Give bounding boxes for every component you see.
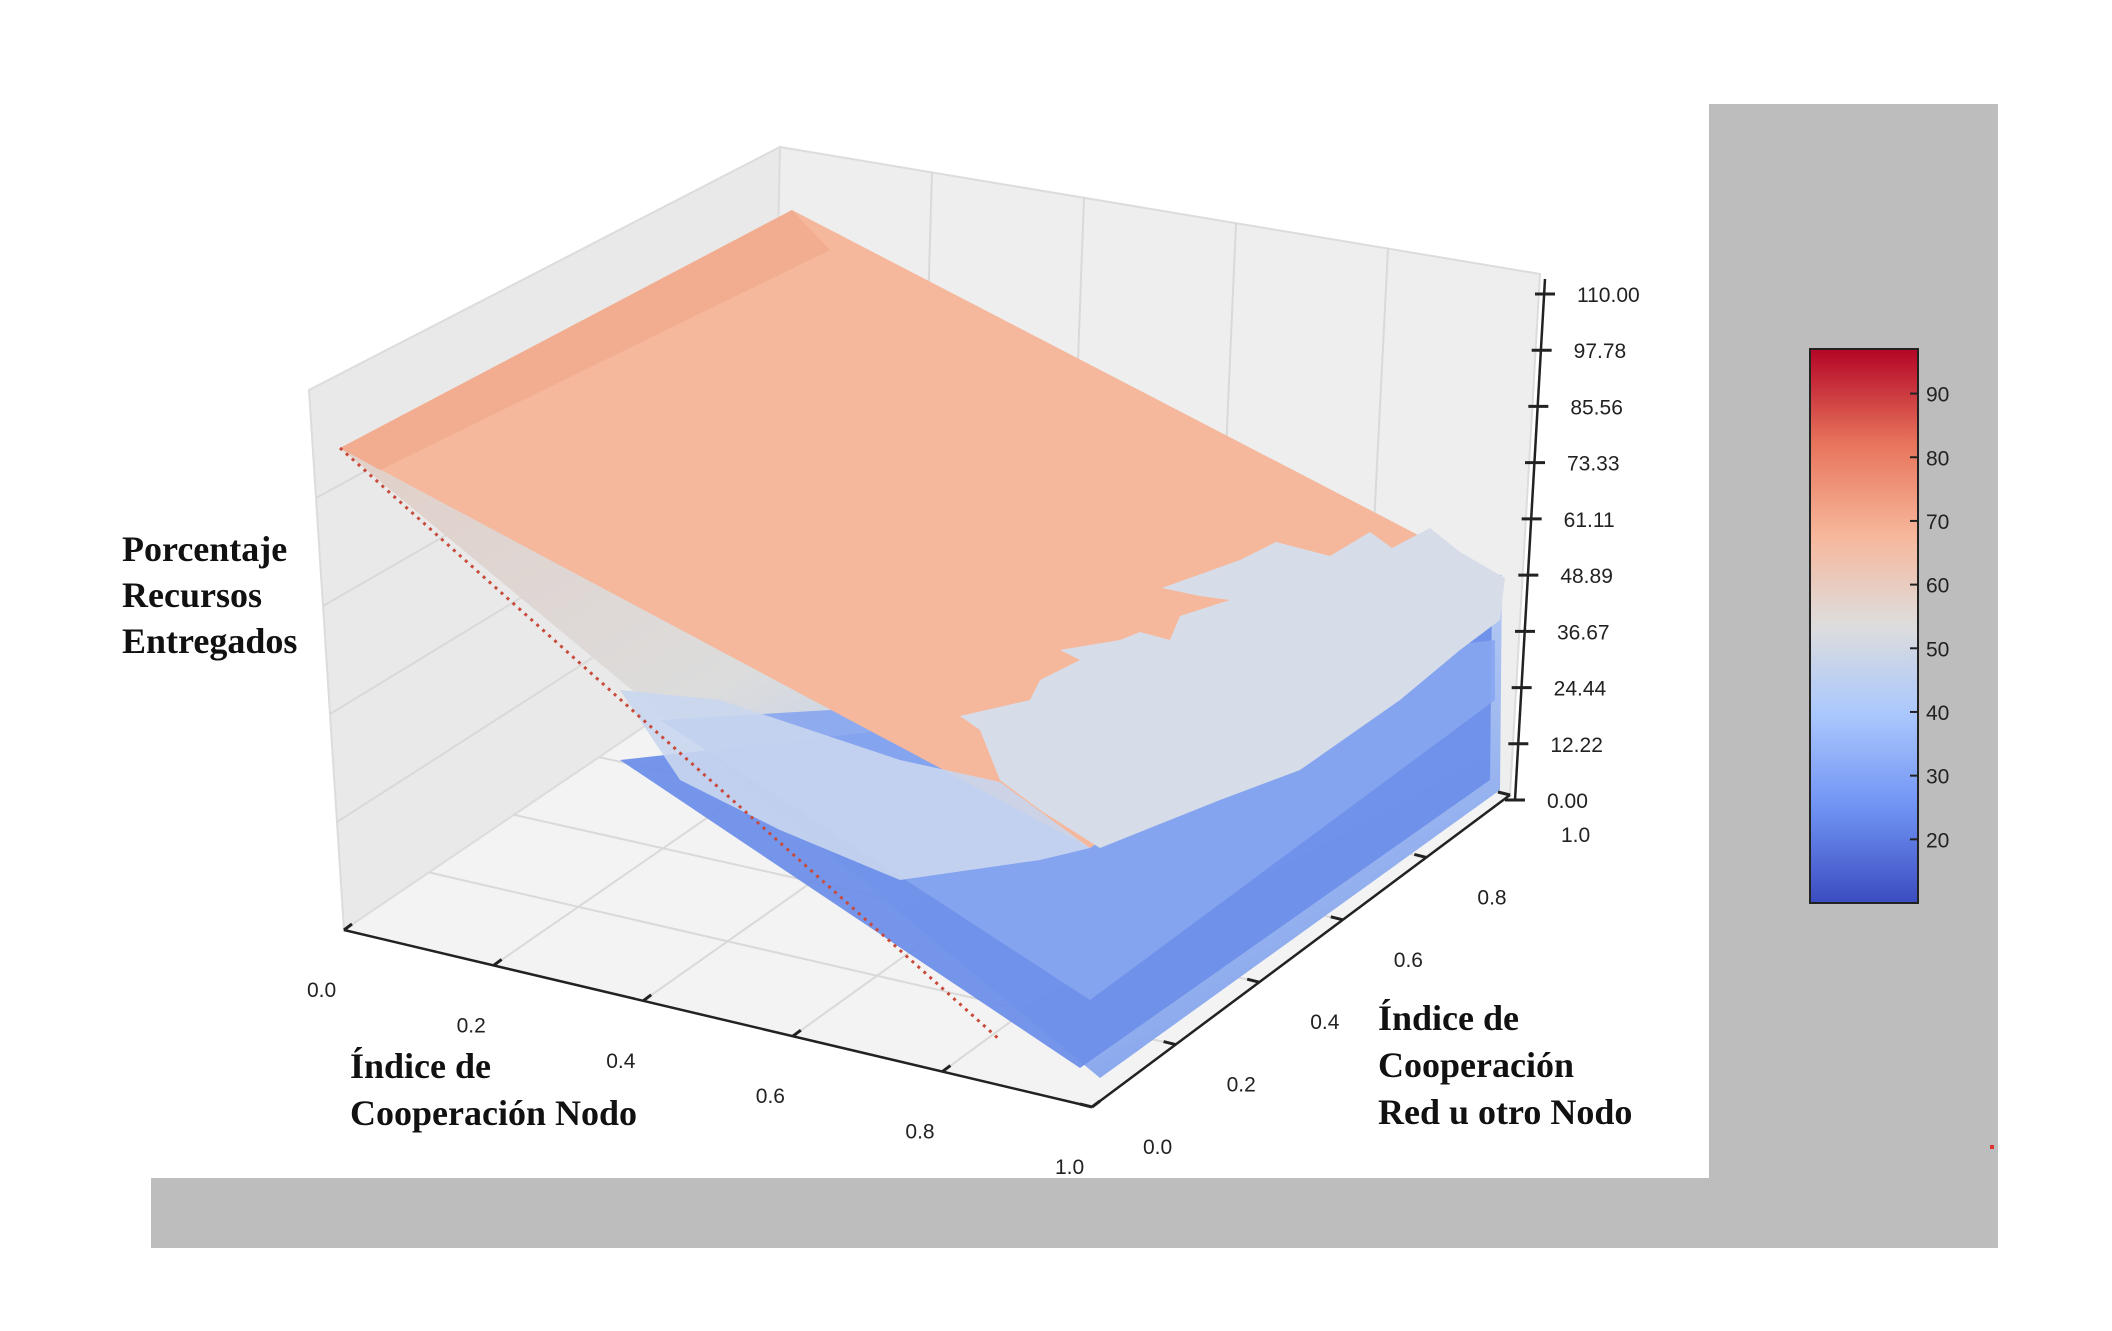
x-axis-title-line: Cooperación Nodo xyxy=(350,1093,637,1133)
y-tick-mark xyxy=(1497,790,1511,797)
y-axis-ticks: 0.0 0.2 0.4 0.6 0.8 1.0 xyxy=(1079,790,1590,1159)
colorbar-gradient xyxy=(1809,348,1919,904)
red-dot xyxy=(1990,1145,1994,1149)
y-tick-label: 1.0 xyxy=(1561,824,1590,847)
y-axis-title-line: Cooperación xyxy=(1378,1045,1574,1085)
colorbar: 20 30 40 50 60 70 80 90 xyxy=(1809,348,1949,904)
x-tick-label: 1.0 xyxy=(1055,1156,1084,1179)
colorbar-tick-label: 70 xyxy=(1926,511,1949,534)
x-tick-mark xyxy=(941,1064,952,1073)
y-axis-title-line: Red u otro Nodo xyxy=(1378,1092,1632,1132)
y-tick-label: 0.2 xyxy=(1227,1074,1256,1097)
y-tick-label: 0.6 xyxy=(1394,949,1423,972)
colorbar-tick-label: 40 xyxy=(1926,702,1949,725)
z-tick-label: 36.67 xyxy=(1557,621,1610,644)
z-tick-label: 73.33 xyxy=(1567,453,1620,476)
z-tick-label: 85.56 xyxy=(1570,396,1623,419)
z-axis-title-line: Recursos xyxy=(122,575,262,615)
x-axis-ticks: 0.0 0.2 0.4 0.6 0.8 1.0 xyxy=(307,922,1101,1179)
axis-lines xyxy=(343,278,1547,1109)
x-tick-label: 0.4 xyxy=(606,1050,636,1073)
x-tick-mark xyxy=(791,1028,802,1038)
x-tick-label: 0.8 xyxy=(905,1121,934,1144)
surface-top-highlight xyxy=(340,210,830,470)
colorbar-tick-label: 20 xyxy=(1926,829,1949,852)
colorbar-tick-label: 50 xyxy=(1926,638,1949,661)
x-tick-mark xyxy=(343,922,353,932)
y-tick-mark xyxy=(1330,915,1344,922)
z-tick-label: 0.00 xyxy=(1547,790,1588,813)
z-tick-label: 97.78 xyxy=(1574,340,1627,363)
y-tick-mark xyxy=(1414,852,1427,859)
z-tick-label: 24.44 xyxy=(1554,678,1607,701)
x-axis-title: Índice de Cooperación Nodo xyxy=(350,1046,637,1133)
colorbar-tick-label: 80 xyxy=(1926,447,1949,470)
x-tick-mark xyxy=(492,958,503,967)
z-tick-label: 61.11 xyxy=(1564,509,1615,532)
x-tick-label: 0.6 xyxy=(756,1085,785,1108)
z-axis-ticks: 0.00 12.22 24.44 36.67 48.89 61.11 73.33 85.56 9… xyxy=(1505,284,1640,813)
z-tick-label: 12.22 xyxy=(1550,734,1603,757)
colorbar-ticks: 20 30 40 50 60 70 80 90 xyxy=(1910,384,1949,852)
x-tick-label: 0.0 xyxy=(307,979,336,1002)
z-axis-title-line: Porcentaje xyxy=(122,529,287,569)
gray-band-bottom xyxy=(151,1178,1998,1248)
surface-light-region xyxy=(960,528,1505,848)
y-axis-line xyxy=(1091,793,1511,1109)
z-axis-title: Porcentaje Recursos Entregados xyxy=(122,529,297,661)
colorbar-tick-label: 60 xyxy=(1926,575,1949,598)
y-axis-title-line: Índice de xyxy=(1378,998,1519,1038)
z-tick-label: 110.00 xyxy=(1577,284,1640,307)
y-tick-label: 0.4 xyxy=(1310,1011,1340,1034)
colorbar-tick-label: 90 xyxy=(1926,384,1949,407)
y-tick-label: 0.0 xyxy=(1143,1136,1172,1159)
y-tick-mark xyxy=(1163,1040,1176,1047)
y-tick-mark xyxy=(1246,977,1260,984)
x-tick-mark xyxy=(642,993,653,1002)
surface-light-left xyxy=(620,690,1090,880)
z-axis-line xyxy=(1513,278,1547,801)
colorbar-tick-label: 30 xyxy=(1926,766,1949,789)
surface-red-edge xyxy=(338,446,1002,1042)
x-tick-label: 0.2 xyxy=(457,1014,486,1037)
x-tick-mark xyxy=(1091,1099,1101,1109)
surface xyxy=(338,210,1505,1078)
x-axis-line xyxy=(343,928,1093,1109)
z-tick-label: 48.89 xyxy=(1560,565,1613,588)
y-tick-label: 0.8 xyxy=(1477,886,1506,909)
y-tick-mark xyxy=(1079,1102,1093,1109)
z-axis-title-line: Entregados xyxy=(122,621,297,661)
y-axis-title: Índice de Cooperación Red u otro Nodo xyxy=(1378,998,1632,1132)
x-axis-title-line: Índice de xyxy=(350,1046,491,1086)
